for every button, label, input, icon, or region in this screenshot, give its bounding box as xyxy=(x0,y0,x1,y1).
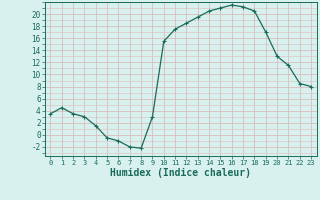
X-axis label: Humidex (Indice chaleur): Humidex (Indice chaleur) xyxy=(110,168,251,178)
